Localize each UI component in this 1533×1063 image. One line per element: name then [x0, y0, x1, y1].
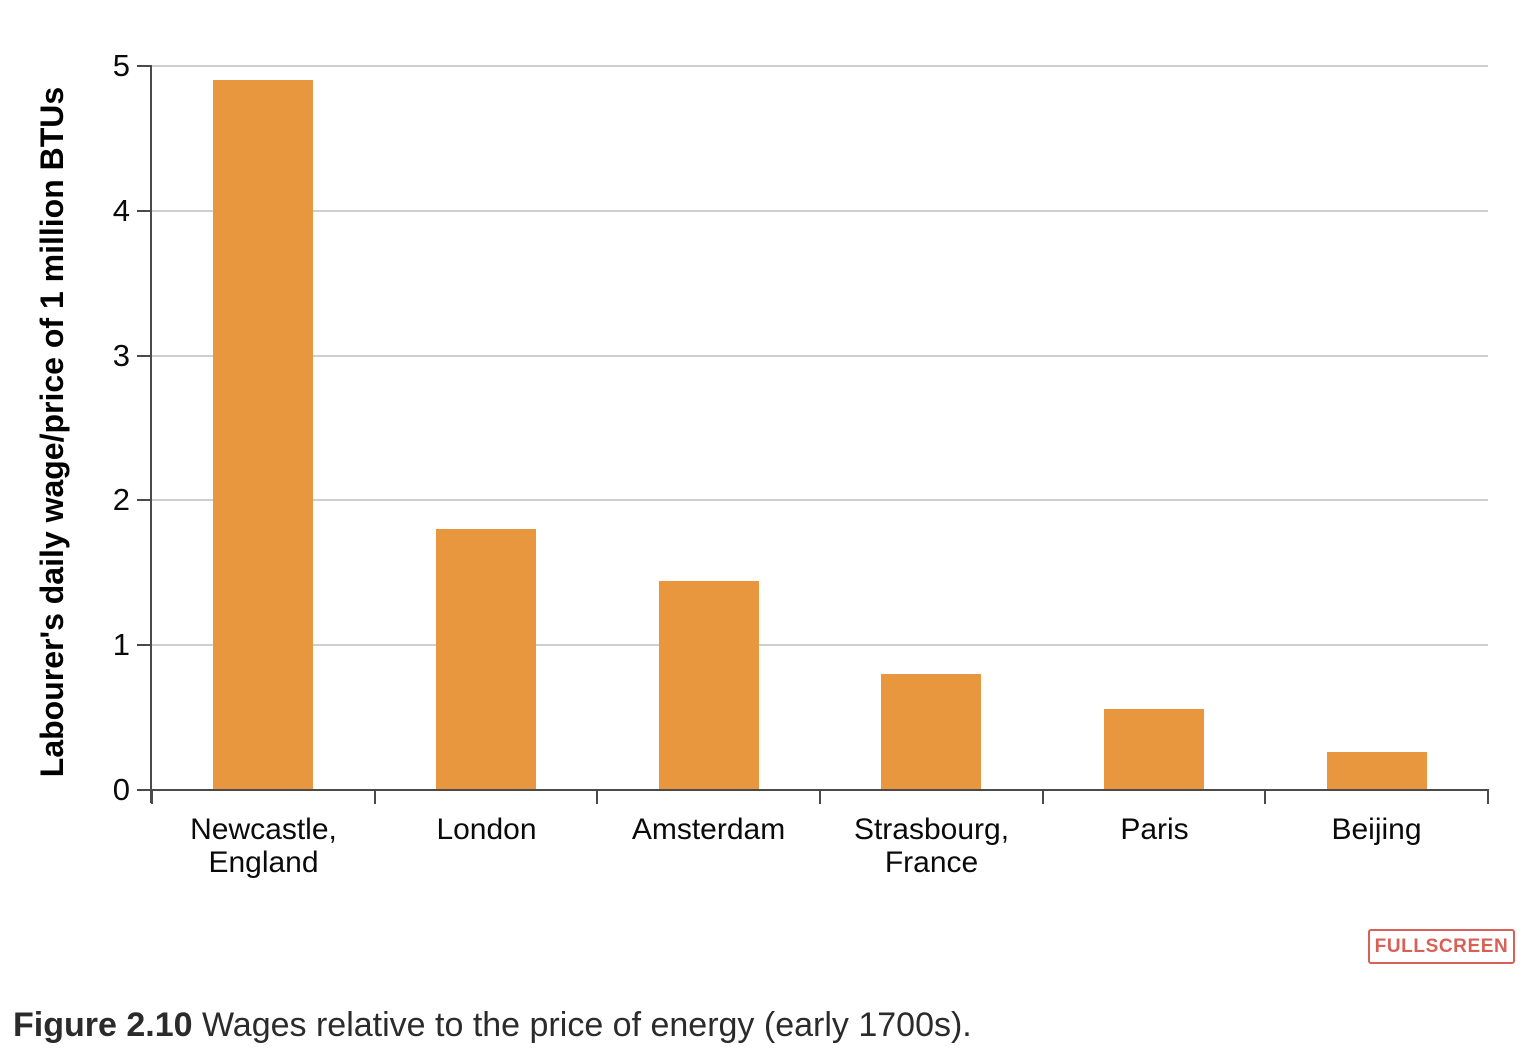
x-tick-4	[1042, 791, 1044, 804]
x-tick-1	[374, 791, 376, 804]
y-tick-label-0: 0	[112, 772, 130, 807]
x-category-label-amsterdam: Amsterdam	[631, 813, 786, 846]
gridline-4	[152, 210, 1488, 212]
y-axis-line	[150, 65, 152, 803]
y-tick-5	[137, 65, 152, 67]
x-tick-2	[596, 791, 598, 804]
y-tick-label-4: 4	[112, 193, 130, 228]
x-category-label-paris: Paris	[1120, 813, 1189, 846]
bar-amsterdam	[659, 581, 759, 790]
x-category-label-strasbourg: Strasbourg, France	[853, 813, 1010, 879]
x-axis-line	[150, 789, 1489, 791]
x-category-label-london: London	[436, 813, 537, 846]
fullscreen-button[interactable]: FULLSCREEN	[1368, 929, 1515, 964]
bar-paris	[1104, 709, 1204, 790]
x-category-label-newcastle: Newcastle, England	[190, 813, 337, 879]
figure-number: Figure 2.10	[13, 1006, 193, 1044]
y-tick-label-3: 3	[112, 338, 130, 373]
bar-strasbourg	[881, 674, 981, 790]
gridline-3	[152, 355, 1488, 357]
gridline-1	[152, 644, 1488, 646]
bar-newcastle	[213, 80, 313, 790]
x-category-label-beijing: Beijing	[1331, 813, 1422, 846]
y-tick-0	[137, 789, 152, 791]
x-tick-6	[1487, 791, 1489, 804]
y-tick-2	[137, 499, 152, 501]
x-tick-0	[151, 791, 153, 804]
y-tick-label-2: 2	[112, 482, 130, 517]
gridline-2	[152, 499, 1488, 501]
y-tick-label-5: 5	[112, 48, 130, 83]
y-tick-1	[137, 644, 152, 646]
bar-london	[436, 529, 536, 790]
x-tick-5	[1264, 791, 1266, 804]
x-tick-3	[819, 791, 821, 804]
bar-beijing	[1327, 752, 1427, 790]
y-tick-label-1: 1	[112, 627, 130, 662]
gridline-5	[152, 65, 1488, 67]
y-tick-4	[137, 210, 152, 212]
y-tick-3	[137, 355, 152, 357]
figure-caption-text: Wages relative to the price of energy (e…	[192, 1006, 972, 1044]
figure-caption: Figure 2.10 Wages relative to the price …	[13, 1004, 972, 1046]
y-axis-label: Labourer's daily wage/price of 1 million…	[34, 86, 70, 778]
